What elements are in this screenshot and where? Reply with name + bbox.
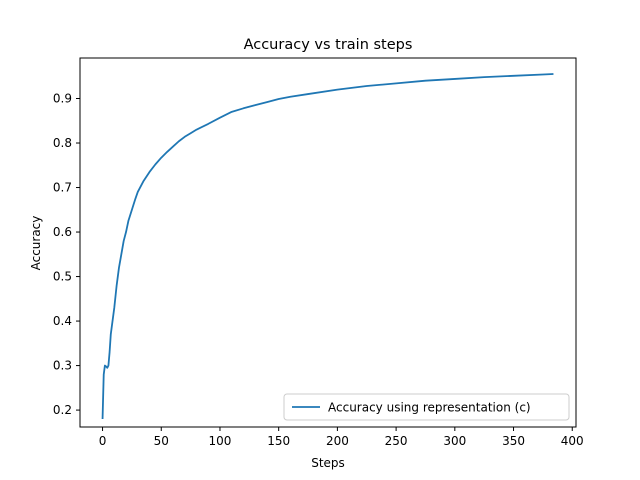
x-tick-label: 200 [326, 434, 349, 448]
chart-title: Accuracy vs train steps [244, 37, 413, 53]
plot-frame [79, 57, 577, 428]
plot-area [80, 58, 576, 427]
series-layer [101, 73, 554, 420]
y-axis: 0.2 0.3 0.4 0.5 0.6 0.7 0.8 0.9 [53, 92, 80, 417]
x-axis-label: Steps [311, 456, 345, 470]
y-tick-label: 0.6 [53, 225, 72, 239]
y-tick-label: 0.5 [53, 270, 72, 284]
x-tick-label: 400 [561, 434, 584, 448]
y-tick-label: 0.9 [53, 92, 72, 106]
x-tick-label: 150 [267, 434, 290, 448]
x-tick-label: 100 [209, 434, 232, 448]
series-line-accuracy [101, 73, 554, 420]
x-tick-label: 250 [385, 434, 408, 448]
y-tick-label: 0.4 [53, 314, 72, 328]
x-tick-label: 50 [154, 434, 169, 448]
y-tick-label: 0.2 [53, 403, 72, 417]
x-tick-label: 0 [99, 434, 107, 448]
x-tick-label: 300 [443, 434, 466, 448]
y-tick-label: 0.7 [53, 181, 72, 195]
y-tick-label: 0.3 [53, 359, 72, 373]
legend-entry: Accuracy using representation (c) [328, 401, 531, 415]
y-axis-label: Accuracy [29, 216, 43, 271]
y-tick-label: 0.8 [53, 136, 72, 150]
legend-box [283, 393, 570, 421]
x-axis: 0 50 100 150 200 250 300 350 400 [99, 427, 584, 448]
x-tick-label: 350 [502, 434, 525, 448]
legend: Accuracy using representation (c) [283, 393, 570, 421]
